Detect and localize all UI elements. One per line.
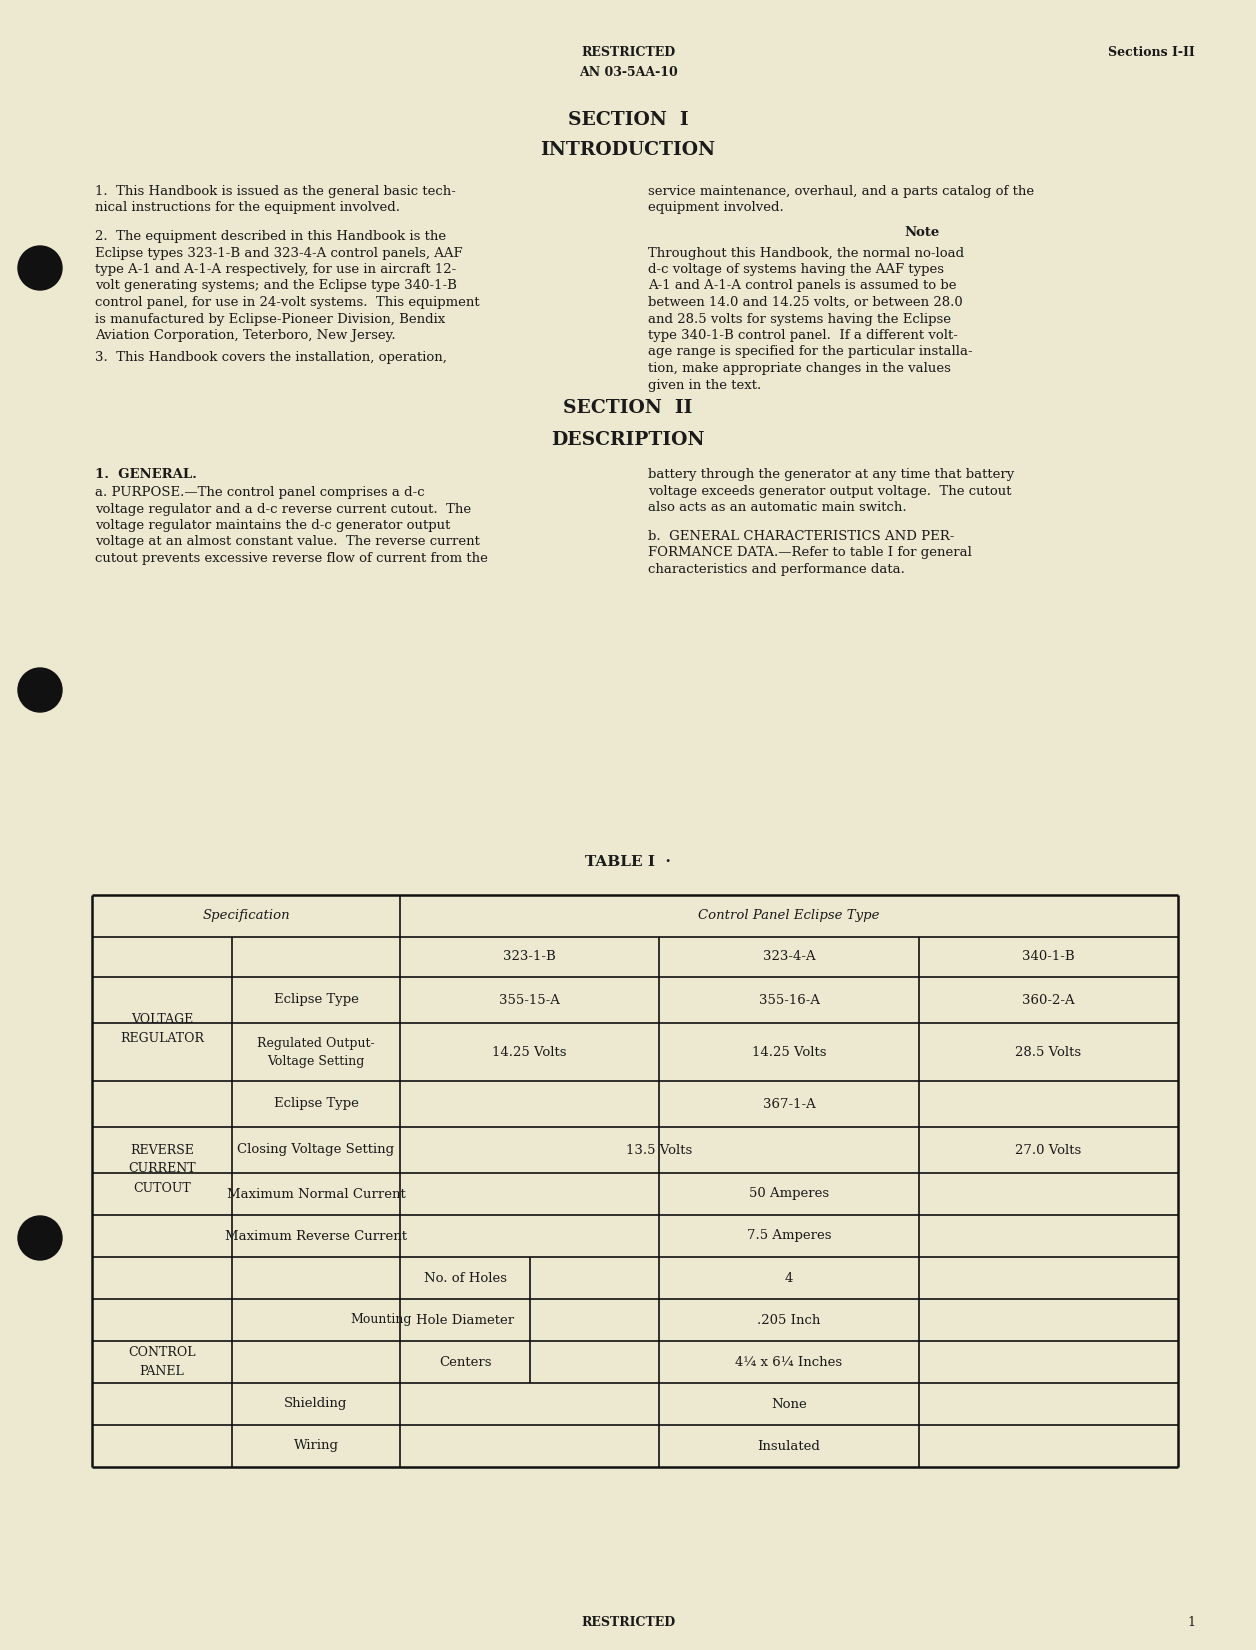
Text: 355-15-A: 355-15-A — [499, 993, 560, 1006]
Text: RESTRICTED: RESTRICTED — [582, 1615, 674, 1629]
Text: battery through the generator at any time that battery: battery through the generator at any tim… — [648, 469, 1015, 482]
Text: Insulated: Insulated — [757, 1439, 820, 1452]
Text: 14.25 Volts: 14.25 Volts — [752, 1046, 826, 1059]
Text: voltage exceeds generator output voltage.  The cutout: voltage exceeds generator output voltage… — [648, 485, 1011, 498]
Text: 355-16-A: 355-16-A — [759, 993, 819, 1006]
Text: between 14.0 and 14.25 volts, or between 28.0: between 14.0 and 14.25 volts, or between… — [648, 295, 963, 309]
Text: A-1 and A-1-A control panels is assumed to be: A-1 and A-1-A control panels is assumed … — [648, 279, 957, 292]
Text: 2.  The equipment described in this Handbook is the: 2. The equipment described in this Handb… — [95, 229, 446, 243]
Circle shape — [18, 246, 62, 290]
Circle shape — [18, 668, 62, 713]
Text: equipment involved.: equipment involved. — [648, 201, 784, 214]
Text: Note: Note — [904, 226, 939, 239]
Text: 367-1-A: 367-1-A — [762, 1097, 815, 1110]
Text: SECTION  I: SECTION I — [568, 111, 688, 129]
Text: SECTION  II: SECTION II — [563, 399, 693, 417]
Text: Eclipse Type: Eclipse Type — [274, 1097, 358, 1110]
Text: Regulated Output-
Voltage Setting: Regulated Output- Voltage Setting — [257, 1036, 374, 1068]
Text: given in the text.: given in the text. — [648, 378, 761, 391]
Text: voltage regulator and a d-c reverse current cutout.  The: voltage regulator and a d-c reverse curr… — [95, 503, 471, 515]
Text: is manufactured by Eclipse-Pioneer Division, Bendix: is manufactured by Eclipse-Pioneer Divis… — [95, 312, 445, 325]
Text: Control Panel Eclipse Type: Control Panel Eclipse Type — [698, 909, 879, 922]
Text: 323-1-B: 323-1-B — [504, 950, 556, 964]
Text: 323-4-A: 323-4-A — [762, 950, 815, 964]
Text: 3.  This Handbook covers the installation, operation,: 3. This Handbook covers the installation… — [95, 351, 447, 365]
Text: 1: 1 — [1187, 1615, 1194, 1629]
Text: type A-1 and A-1-A respectively, for use in aircraft 12-: type A-1 and A-1-A respectively, for use… — [95, 262, 456, 276]
Text: cutout prevents excessive reverse flow of current from the: cutout prevents excessive reverse flow o… — [95, 553, 487, 564]
Text: 13.5 Volts: 13.5 Volts — [627, 1143, 692, 1157]
Text: 4: 4 — [785, 1272, 794, 1284]
Text: 27.0 Volts: 27.0 Volts — [1015, 1143, 1081, 1157]
Text: Eclipse Type: Eclipse Type — [274, 993, 358, 1006]
Text: Throughout this Handbook, the normal no-load: Throughout this Handbook, the normal no-… — [648, 246, 965, 259]
Text: Wiring: Wiring — [294, 1439, 339, 1452]
Text: Aviation Corporation, Teterboro, New Jersey.: Aviation Corporation, Teterboro, New Jer… — [95, 328, 396, 342]
Text: Sections I-II: Sections I-II — [1108, 46, 1194, 58]
Text: 360-2-A: 360-2-A — [1022, 993, 1075, 1006]
Text: Closing Voltage Setting: Closing Voltage Setting — [237, 1143, 394, 1157]
Text: d-c voltage of systems having the AAF types: d-c voltage of systems having the AAF ty… — [648, 262, 945, 276]
Text: Centers: Centers — [438, 1356, 491, 1368]
Text: type 340-1-B control panel.  If a different volt-: type 340-1-B control panel. If a differe… — [648, 328, 958, 342]
Text: 4¼ x 6¼ Inches: 4¼ x 6¼ Inches — [736, 1356, 843, 1368]
Text: TABLE I  ·: TABLE I · — [585, 855, 671, 870]
Text: age range is specified for the particular installa-: age range is specified for the particula… — [648, 345, 972, 358]
Text: and 28.5 volts for systems having the Eclipse: and 28.5 volts for systems having the Ec… — [648, 312, 951, 325]
Text: .205 Inch: .205 Inch — [757, 1313, 820, 1327]
Text: INTRODUCTION: INTRODUCTION — [540, 140, 716, 158]
Text: 14.25 Volts: 14.25 Volts — [492, 1046, 566, 1059]
Text: No. of Holes: No. of Holes — [423, 1272, 506, 1284]
Text: DESCRIPTION: DESCRIPTION — [551, 431, 705, 449]
Text: AN 03-5AA-10: AN 03-5AA-10 — [579, 66, 677, 79]
Text: Eclipse types 323-1-B and 323-4-A control panels, AAF: Eclipse types 323-1-B and 323-4-A contro… — [95, 246, 462, 259]
Text: b.  GENERAL CHARACTERISTICS AND PER-: b. GENERAL CHARACTERISTICS AND PER- — [648, 530, 955, 543]
Text: None: None — [771, 1398, 806, 1411]
Text: control panel, for use in 24-volt systems.  This equipment: control panel, for use in 24-volt system… — [95, 295, 480, 309]
Text: also acts as an automatic main switch.: also acts as an automatic main switch. — [648, 502, 907, 515]
Text: a. PURPOSE.—The control panel comprises a d-c: a. PURPOSE.—The control panel comprises … — [95, 487, 425, 498]
Text: service maintenance, overhaul, and a parts catalog of the: service maintenance, overhaul, and a par… — [648, 185, 1034, 198]
Text: VOLTAGE
REGULATOR: VOLTAGE REGULATOR — [121, 1013, 203, 1044]
Text: 340-1-B: 340-1-B — [1022, 950, 1075, 964]
Text: Maximum Reverse Current: Maximum Reverse Current — [225, 1229, 407, 1242]
Text: voltage regulator maintains the d-c generator output: voltage regulator maintains the d-c gene… — [95, 520, 451, 531]
Text: voltage at an almost constant value.  The reverse current: voltage at an almost constant value. The… — [95, 536, 480, 548]
Text: Shielding: Shielding — [284, 1398, 348, 1411]
Text: RESTRICTED: RESTRICTED — [582, 46, 674, 58]
Text: Mounting: Mounting — [350, 1313, 412, 1327]
Text: Maximum Normal Current: Maximum Normal Current — [226, 1188, 406, 1201]
Text: Hole Diameter: Hole Diameter — [416, 1313, 514, 1327]
Circle shape — [18, 1216, 62, 1261]
Text: Specification: Specification — [202, 909, 290, 922]
Text: characteristics and performance data.: characteristics and performance data. — [648, 563, 904, 576]
Text: 28.5 Volts: 28.5 Volts — [1015, 1046, 1081, 1059]
Text: 1.  This Handbook is issued as the general basic tech-: 1. This Handbook is issued as the genera… — [95, 185, 456, 198]
Text: FORMANCE DATA.—Refer to table I for general: FORMANCE DATA.—Refer to table I for gene… — [648, 546, 972, 559]
Text: 50 Amperes: 50 Amperes — [749, 1188, 829, 1201]
Text: CONTROL
PANEL: CONTROL PANEL — [128, 1346, 196, 1378]
Text: 7.5 Amperes: 7.5 Amperes — [747, 1229, 831, 1242]
Text: nical instructions for the equipment involved.: nical instructions for the equipment inv… — [95, 201, 399, 214]
Text: 1.  GENERAL.: 1. GENERAL. — [95, 469, 197, 482]
Text: tion, make appropriate changes in the values: tion, make appropriate changes in the va… — [648, 361, 951, 375]
Text: REVERSE
CURRENT
CUTOUT: REVERSE CURRENT CUTOUT — [128, 1143, 196, 1195]
Text: volt generating systems; and the Eclipse type 340-1-B: volt generating systems; and the Eclipse… — [95, 279, 457, 292]
